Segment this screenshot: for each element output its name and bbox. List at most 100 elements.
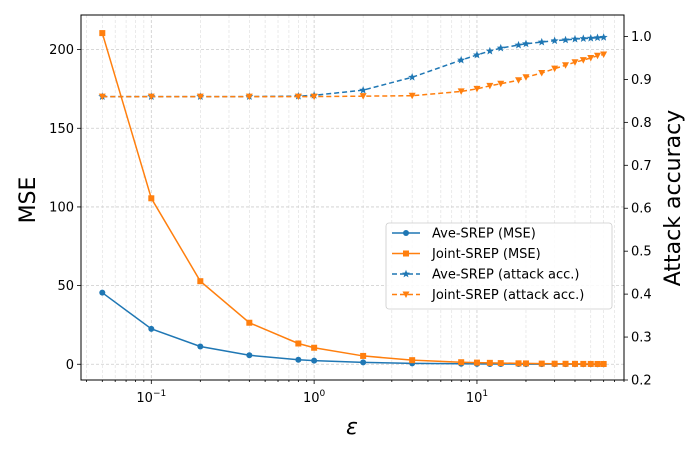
legend-entry: Joint-SREP (attack acc.) (392, 288, 584, 303)
legend-marker (403, 250, 409, 257)
data-point (148, 325, 155, 332)
data-point (586, 33, 595, 42)
data-point (600, 360, 607, 367)
data-point (409, 357, 416, 364)
x-tick-label: 100 (303, 389, 326, 406)
legend-label: Ave-SREP (MSE) (432, 227, 536, 242)
y2-tick-label: 0.7 (631, 159, 652, 174)
y2-tick-label: 0.5 (631, 245, 652, 260)
data-point (587, 54, 595, 62)
data-point (99, 289, 106, 296)
data-point (295, 356, 302, 363)
series-3 (98, 51, 608, 101)
data-point (521, 39, 530, 48)
data-point (246, 319, 253, 326)
y-tick-label: 100 (49, 200, 74, 215)
y-tick-label: 150 (49, 122, 74, 137)
data-point (197, 343, 204, 350)
data-point (515, 360, 522, 367)
plot-frame (80, 14, 625, 381)
legend-entry: Joint-SREP (MSE) (392, 247, 541, 262)
data-point (486, 82, 494, 90)
y2-axis-title: Attack accuracy (661, 110, 686, 286)
legend-label: Joint-SREP (attack acc.) (431, 288, 584, 303)
y2-tick-label: 0.3 (631, 331, 652, 346)
data-point (496, 43, 505, 52)
x-tick-label: 10−1 (136, 389, 166, 406)
data-point (294, 93, 302, 101)
data-point (570, 34, 579, 43)
data-point (571, 59, 579, 66)
y2-tick-label: 0.4 (631, 288, 652, 303)
data-point (562, 360, 569, 367)
y2-tick-label: 0.2 (631, 374, 652, 389)
data-point (562, 62, 570, 69)
data-point (579, 34, 588, 43)
data-point (196, 93, 204, 101)
data-point (497, 80, 505, 88)
data-point (485, 46, 494, 55)
data-point (360, 352, 367, 359)
axes: 10−1 100 101 0 50 100 150 200 0.2 0.3 0.4 0.5 0.6 0.7… (49, 30, 652, 406)
legend-box (385, 222, 613, 310)
legend-marker (403, 230, 409, 236)
y2-tick-label: 0.8 (631, 116, 652, 131)
data-point (147, 93, 155, 101)
legend-marker (402, 291, 410, 298)
data-point (522, 74, 530, 81)
data-point (473, 359, 480, 366)
data-point (561, 35, 570, 44)
data-point (472, 50, 481, 59)
y2-tick-label: 1.0 (631, 30, 652, 45)
y2-tick-label: 0.9 (631, 73, 652, 88)
series-line (101, 32, 604, 365)
data-point (360, 359, 367, 366)
data-point (408, 92, 416, 100)
data-point (359, 85, 368, 94)
x-axis-title: ε (346, 415, 358, 440)
y-tick-label: 200 (49, 43, 74, 58)
data-point (515, 77, 523, 84)
data-point (458, 359, 465, 366)
data-point (587, 360, 594, 367)
data-point (295, 340, 302, 347)
data-point (197, 278, 204, 285)
data-point (594, 360, 601, 367)
legend-entry: Ave-SREP (MSE) (392, 227, 536, 242)
data-point (537, 37, 546, 46)
data-point (551, 360, 558, 367)
data-point (148, 195, 155, 202)
series-line (102, 53, 604, 98)
data-point (473, 85, 481, 93)
data-point (538, 69, 546, 77)
legend-label: Joint-SREP (MSE) (431, 247, 541, 262)
grid (81, 15, 625, 380)
data-point (310, 93, 318, 101)
data-point (593, 33, 602, 42)
data-point (538, 360, 545, 367)
data-point (600, 51, 608, 59)
legend: Ave-SREP (MSE) Joint-SREP (MSE) Ave-SREP (… (385, 222, 613, 310)
y-axis-title: MSE (16, 177, 41, 224)
data-point (497, 360, 504, 367)
x-tick-label: 101 (466, 389, 488, 406)
data-point (311, 357, 318, 364)
data-point (245, 93, 253, 101)
data-point (99, 30, 106, 37)
data-point (246, 352, 253, 359)
data-point (98, 93, 106, 101)
y-tick-label: 50 (57, 279, 74, 294)
data-point (580, 360, 587, 367)
data-point (551, 65, 559, 73)
legend-marker (402, 269, 410, 278)
legend-label: Ave-SREP (attack acc.) (432, 268, 579, 283)
legend-entry: Ave-SREP (attack acc.) (392, 268, 579, 283)
data-point (514, 40, 523, 49)
series-1 (99, 30, 607, 367)
data-point (408, 73, 417, 81)
data-point (522, 360, 529, 367)
data-point (486, 359, 493, 366)
data-point (550, 36, 559, 45)
data-point (579, 57, 587, 64)
